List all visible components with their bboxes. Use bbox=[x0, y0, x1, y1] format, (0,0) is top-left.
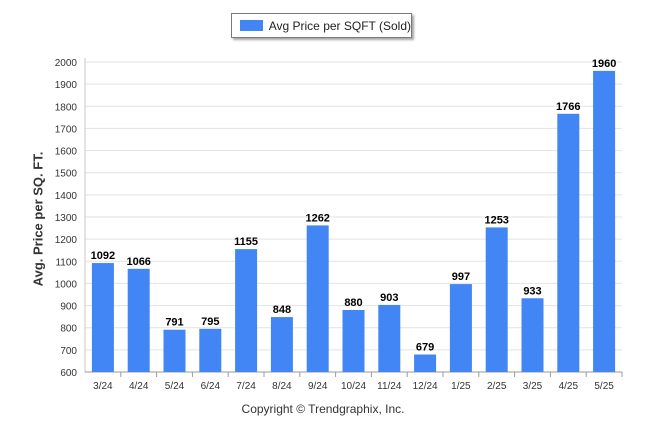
y-tick-label: 1400 bbox=[55, 191, 78, 202]
data-label: 1960 bbox=[592, 58, 616, 70]
bar bbox=[306, 225, 329, 372]
y-tick-label: 800 bbox=[60, 324, 77, 335]
y-tick-label: 1500 bbox=[55, 169, 78, 180]
x-tick-label: 6/24 bbox=[201, 381, 221, 392]
data-label: 791 bbox=[165, 317, 183, 329]
data-label: 1066 bbox=[126, 256, 150, 268]
data-label: 1262 bbox=[305, 212, 329, 224]
bar bbox=[449, 284, 472, 372]
bar bbox=[342, 310, 365, 372]
x-tick-label: 1/25 bbox=[451, 381, 471, 392]
bar bbox=[557, 113, 580, 373]
bar bbox=[235, 249, 258, 372]
legend-label: Avg Price per SQFT (Sold) bbox=[268, 18, 411, 33]
x-tick-label: 5/24 bbox=[165, 381, 185, 392]
y-tick-label: 900 bbox=[60, 302, 77, 313]
x-tick-label: 2/25 bbox=[487, 381, 507, 392]
x-tick-label: 9/24 bbox=[308, 381, 328, 392]
y-tick-label: 1600 bbox=[55, 147, 78, 158]
x-tick-label: 4/25 bbox=[559, 381, 579, 392]
y-tick-label: 700 bbox=[60, 346, 77, 357]
y-tick-label: 1800 bbox=[55, 102, 78, 113]
copyright-caption: Copyright © Trendgraphix, Inc. bbox=[241, 402, 405, 416]
y-tick-label: 1700 bbox=[55, 124, 78, 135]
x-tick-label: 7/24 bbox=[236, 381, 256, 392]
bar bbox=[378, 304, 401, 372]
x-tick-label: 4/24 bbox=[129, 381, 149, 392]
bar bbox=[485, 227, 508, 372]
y-tick-label: 1300 bbox=[55, 213, 78, 224]
bar bbox=[199, 328, 222, 372]
y-tick-label: 1900 bbox=[55, 80, 78, 91]
y-tick-label: 600 bbox=[60, 368, 77, 379]
bar bbox=[270, 317, 293, 372]
bar bbox=[521, 298, 544, 372]
x-tick-label: 3/24 bbox=[93, 381, 113, 392]
bar bbox=[414, 354, 437, 372]
x-tick-label: 11/24 bbox=[377, 381, 402, 392]
data-label: 848 bbox=[273, 304, 291, 316]
data-label: 1092 bbox=[91, 250, 115, 262]
y-tick-label: 2000 bbox=[55, 58, 78, 69]
data-label: 997 bbox=[452, 271, 470, 283]
bar bbox=[91, 263, 114, 372]
x-tick-label: 10/24 bbox=[341, 381, 366, 392]
y-tick-label: 1000 bbox=[55, 279, 78, 290]
data-label: 1155 bbox=[234, 236, 258, 248]
data-label: 795 bbox=[201, 316, 219, 328]
bar bbox=[163, 329, 186, 372]
legend-swatch bbox=[240, 20, 263, 31]
data-label: 933 bbox=[523, 285, 541, 297]
y-tick-label: 1100 bbox=[55, 257, 77, 268]
x-tick-label: 8/24 bbox=[272, 381, 292, 392]
y-tick-label: 1200 bbox=[55, 235, 78, 246]
data-label: 1253 bbox=[484, 214, 508, 226]
data-label: 880 bbox=[344, 297, 362, 309]
x-tick-label: 12/24 bbox=[413, 381, 438, 392]
bar bbox=[127, 268, 150, 372]
x-tick-label: 3/25 bbox=[523, 381, 543, 392]
chart-legend: Avg Price per SQFT (Sold) bbox=[231, 13, 412, 38]
data-label: 903 bbox=[380, 292, 398, 304]
bar bbox=[593, 70, 616, 372]
data-label: 679 bbox=[416, 342, 434, 354]
data-label: 1766 bbox=[556, 101, 580, 113]
x-tick-label: 5/25 bbox=[594, 381, 614, 392]
